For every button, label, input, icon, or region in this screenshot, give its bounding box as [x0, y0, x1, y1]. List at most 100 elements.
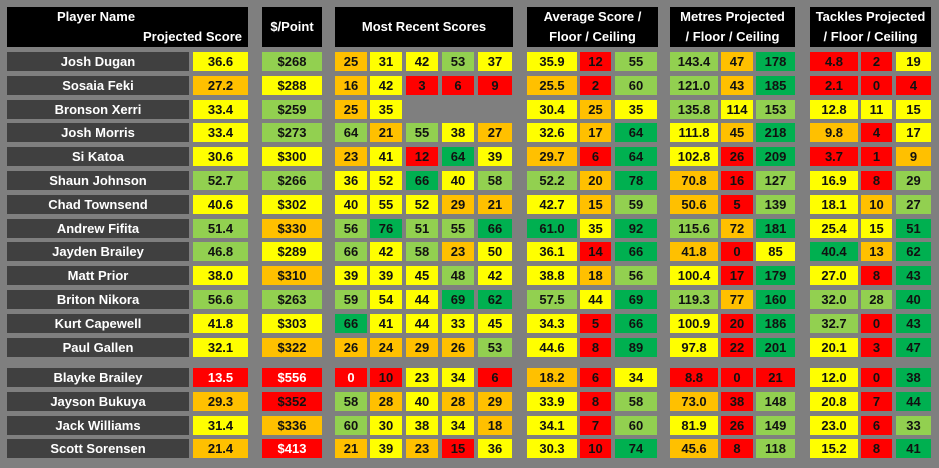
player-name: Matt Prior — [7, 266, 189, 285]
metres-cell: 0 — [721, 368, 753, 387]
player-name: Kurt Capewell — [7, 314, 189, 333]
recent-score-cell: 54 — [370, 290, 402, 309]
projected-score-cell: 29.3 — [193, 392, 248, 411]
projected-score-cell: 41.8 — [193, 314, 248, 333]
average-score-cell: 20 — [580, 171, 611, 190]
metres-cell: 149 — [756, 416, 795, 435]
tackles-cell: 20.8 — [810, 392, 858, 411]
recent-score-cell: 33 — [442, 314, 474, 333]
average-score-cell: 35 — [580, 219, 611, 238]
recent-score-cell: 0 — [335, 368, 367, 387]
metres-cell: 43 — [721, 76, 753, 95]
tackles-cell: 8 — [861, 266, 892, 285]
recent-score-cell: 53 — [478, 338, 512, 357]
recent-score-cell: 64 — [442, 147, 474, 166]
tackles-cell: 47 — [896, 338, 931, 357]
metres-cell: 0 — [721, 242, 753, 261]
metres-cell: 209 — [756, 147, 795, 166]
tackles-cell: 43 — [896, 314, 931, 333]
average-score-cell: 8 — [580, 392, 611, 411]
tackles-cell: 2 — [861, 52, 892, 71]
average-score-cell: 55 — [615, 52, 657, 71]
tackles-cell: 3 — [861, 338, 892, 357]
recent-score-cell: 39 — [370, 439, 402, 458]
tackles-cell: 27 — [896, 195, 931, 214]
recent-score-cell: 6 — [442, 76, 474, 95]
recent-score-cell: 76 — [370, 219, 402, 238]
tackles-cell: 41 — [896, 439, 931, 458]
metres-cell: 22 — [721, 338, 753, 357]
recent-score-cell: 42 — [478, 266, 512, 285]
average-score-cell: 10 — [580, 439, 611, 458]
metres-cell: 118 — [756, 439, 795, 458]
metres-cell: 41.8 — [670, 242, 718, 261]
average-score-cell: 61.0 — [527, 219, 577, 238]
projected-score-cell: 46.8 — [193, 242, 248, 261]
metres-cell: 85 — [756, 242, 795, 261]
player-name: Bronson Xerri — [7, 100, 189, 119]
tackles-cell: 40 — [896, 290, 931, 309]
recent-score-cell: 36 — [478, 439, 512, 458]
average-score-cell: 30.4 — [527, 100, 577, 119]
average-score-cell: 66 — [615, 314, 657, 333]
tackles-cell: 51 — [896, 219, 931, 238]
recent-score-cell: 42 — [370, 242, 402, 261]
metres-cell: 139 — [756, 195, 795, 214]
recent-score-cell: 15 — [442, 439, 474, 458]
average-score-cell: 56 — [615, 266, 657, 285]
projected-score-cell: 36.6 — [193, 52, 248, 71]
recent-score-cell: 26 — [335, 338, 367, 357]
tackles-cell: 7 — [861, 392, 892, 411]
projected-score-cell: 21.4 — [193, 439, 248, 458]
average-score-cell: 89 — [615, 338, 657, 357]
tackles-cell: 11 — [861, 100, 892, 119]
metres-cell: 5 — [721, 195, 753, 214]
price-per-point-cell: $289 — [262, 242, 322, 261]
recent-score-cell: 21 — [335, 439, 367, 458]
recent-score-cell: 29 — [442, 195, 474, 214]
metres-cell: 26 — [721, 147, 753, 166]
tackles-cell: 15.2 — [810, 439, 858, 458]
recent-score-cell: 51 — [406, 219, 438, 238]
recent-score-cell: 64 — [335, 123, 367, 142]
metres-cell: 102.8 — [670, 147, 718, 166]
average-score-cell: 34.3 — [527, 314, 577, 333]
recent-score-cell: 23 — [406, 368, 438, 387]
price-per-point-cell: $273 — [262, 123, 322, 142]
average-score-cell: 44.6 — [527, 338, 577, 357]
metres-cell: 38 — [721, 392, 753, 411]
metres-cell: 153 — [756, 100, 795, 119]
projected-score-cell: 33.4 — [193, 100, 248, 119]
average-score-cell: 7 — [580, 416, 611, 435]
recent-score-cell: 34 — [442, 416, 474, 435]
metres-cell: 100.4 — [670, 266, 718, 285]
recent-score-cell: 66 — [406, 171, 438, 190]
tackles-cell: 3.7 — [810, 147, 858, 166]
metres-cell: 97.8 — [670, 338, 718, 357]
average-score-cell: 44 — [580, 290, 611, 309]
metres-cell: 148 — [756, 392, 795, 411]
tackles-cell: 29 — [896, 171, 931, 190]
average-score-cell: 6 — [580, 147, 611, 166]
header-tackles: Tackles Projected / Floor / Ceiling — [810, 7, 931, 47]
recent-score-cell: 45 — [406, 266, 438, 285]
recent-score-cell: 25 — [335, 100, 367, 119]
average-score-cell: 14 — [580, 242, 611, 261]
recent-score-cell: 66 — [335, 314, 367, 333]
recent-score-cell: 29 — [406, 338, 438, 357]
tackles-cell: 38 — [896, 368, 931, 387]
metres-cell: 178 — [756, 52, 795, 71]
header-average-line2: Floor / Ceiling — [549, 29, 636, 44]
metres-cell: 111.8 — [670, 123, 718, 142]
metres-cell: 50.6 — [670, 195, 718, 214]
recent-score-cell: 28 — [370, 392, 402, 411]
recent-score-cell: 58 — [335, 392, 367, 411]
recent-score-cell: 66 — [335, 242, 367, 261]
recent-score-cell: 27 — [478, 123, 512, 142]
tackles-cell: 23.0 — [810, 416, 858, 435]
header-tackles-line1: Tackles Projected — [815, 9, 926, 24]
recent-score-cell: 48 — [442, 266, 474, 285]
metres-cell: 160 — [756, 290, 795, 309]
recent-score-cell: 38 — [442, 123, 474, 142]
player-name: Sosaia Feki — [7, 76, 189, 95]
